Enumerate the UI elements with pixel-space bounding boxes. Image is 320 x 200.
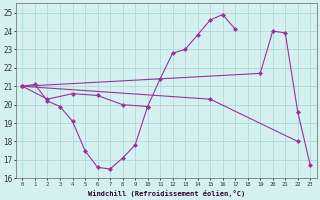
X-axis label: Windchill (Refroidissement éolien,°C): Windchill (Refroidissement éolien,°C) [88,190,245,197]
